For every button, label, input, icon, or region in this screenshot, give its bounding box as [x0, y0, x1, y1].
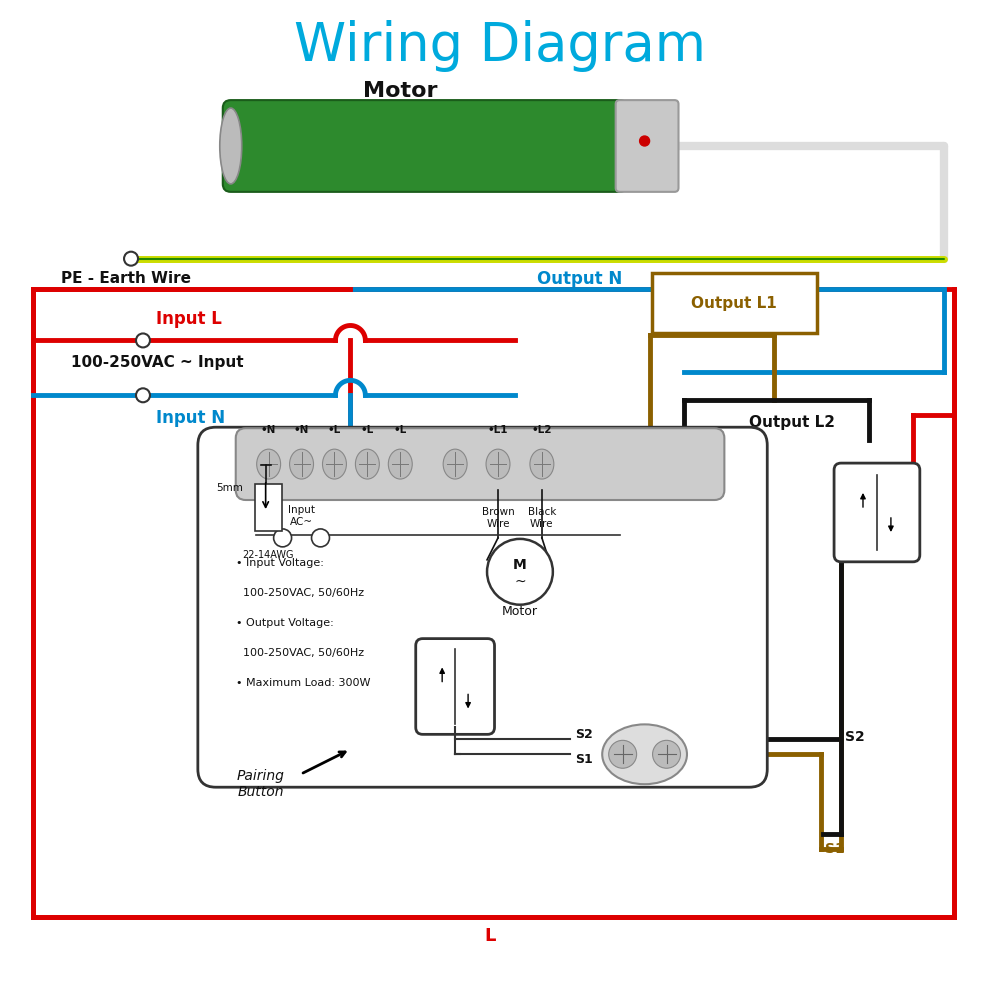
- Text: 22-14AWG: 22-14AWG: [243, 550, 294, 560]
- FancyBboxPatch shape: [834, 463, 920, 562]
- Ellipse shape: [290, 449, 314, 479]
- Ellipse shape: [653, 740, 680, 768]
- Text: Input N: Input N: [156, 409, 225, 427]
- Text: S2: S2: [575, 728, 593, 741]
- Text: Input L: Input L: [156, 310, 222, 328]
- Ellipse shape: [530, 449, 554, 479]
- Text: Brown
Wire: Brown Wire: [482, 507, 514, 529]
- Text: Output L1: Output L1: [691, 296, 777, 311]
- Circle shape: [640, 136, 650, 146]
- Circle shape: [487, 539, 553, 605]
- Text: •L: •L: [394, 425, 407, 435]
- Text: M: M: [513, 558, 527, 572]
- Text: Motor: Motor: [363, 81, 438, 101]
- Text: PE - Earth Wire: PE - Earth Wire: [61, 271, 191, 286]
- Circle shape: [124, 252, 138, 266]
- Text: L: L: [484, 927, 496, 945]
- Text: S1: S1: [575, 753, 593, 766]
- FancyBboxPatch shape: [198, 427, 767, 787]
- Text: • Input Voltage:: • Input Voltage:: [236, 558, 324, 568]
- Circle shape: [312, 529, 329, 547]
- Text: Pairing
Button: Pairing Button: [237, 769, 285, 799]
- FancyBboxPatch shape: [416, 639, 495, 734]
- Text: 5mm: 5mm: [216, 483, 243, 493]
- Text: 100-250VAC ~ Input: 100-250VAC ~ Input: [71, 355, 244, 370]
- Ellipse shape: [602, 724, 687, 784]
- FancyBboxPatch shape: [236, 428, 724, 500]
- Text: S1: S1: [825, 842, 845, 856]
- Text: • Maximum Load: 300W: • Maximum Load: 300W: [236, 678, 370, 688]
- Text: • Output Voltage:: • Output Voltage:: [236, 618, 333, 628]
- Text: 100-250VAC, 50/60Hz: 100-250VAC, 50/60Hz: [236, 588, 364, 598]
- Text: •L2: •L2: [532, 425, 552, 435]
- Ellipse shape: [609, 740, 637, 768]
- Text: Wiring Diagram: Wiring Diagram: [294, 20, 706, 72]
- FancyBboxPatch shape: [223, 100, 628, 192]
- Text: •N: •N: [294, 425, 309, 435]
- Ellipse shape: [322, 449, 346, 479]
- Text: •L1: •L1: [488, 425, 508, 435]
- Text: Output N: Output N: [537, 270, 622, 288]
- FancyBboxPatch shape: [255, 484, 282, 531]
- FancyBboxPatch shape: [616, 100, 679, 192]
- Ellipse shape: [355, 449, 379, 479]
- Ellipse shape: [443, 449, 467, 479]
- Circle shape: [274, 529, 292, 547]
- Text: Output L2: Output L2: [749, 415, 835, 430]
- Text: •N: •N: [261, 425, 276, 435]
- Text: •L: •L: [328, 425, 341, 435]
- Ellipse shape: [257, 449, 281, 479]
- Ellipse shape: [486, 449, 510, 479]
- Text: •L: •L: [361, 425, 374, 435]
- Text: Motor: Motor: [502, 605, 538, 618]
- Ellipse shape: [220, 108, 242, 184]
- Text: Black
Wire: Black Wire: [528, 507, 556, 529]
- Bar: [33, 289, 954, 917]
- Ellipse shape: [388, 449, 412, 479]
- FancyBboxPatch shape: [652, 273, 817, 333]
- Text: Input
AC~: Input AC~: [288, 505, 315, 527]
- Text: 100-250VAC, 50/60Hz: 100-250VAC, 50/60Hz: [236, 648, 364, 658]
- Circle shape: [136, 333, 150, 347]
- Circle shape: [136, 388, 150, 402]
- Text: S2: S2: [845, 730, 865, 744]
- Text: ~: ~: [514, 575, 526, 589]
